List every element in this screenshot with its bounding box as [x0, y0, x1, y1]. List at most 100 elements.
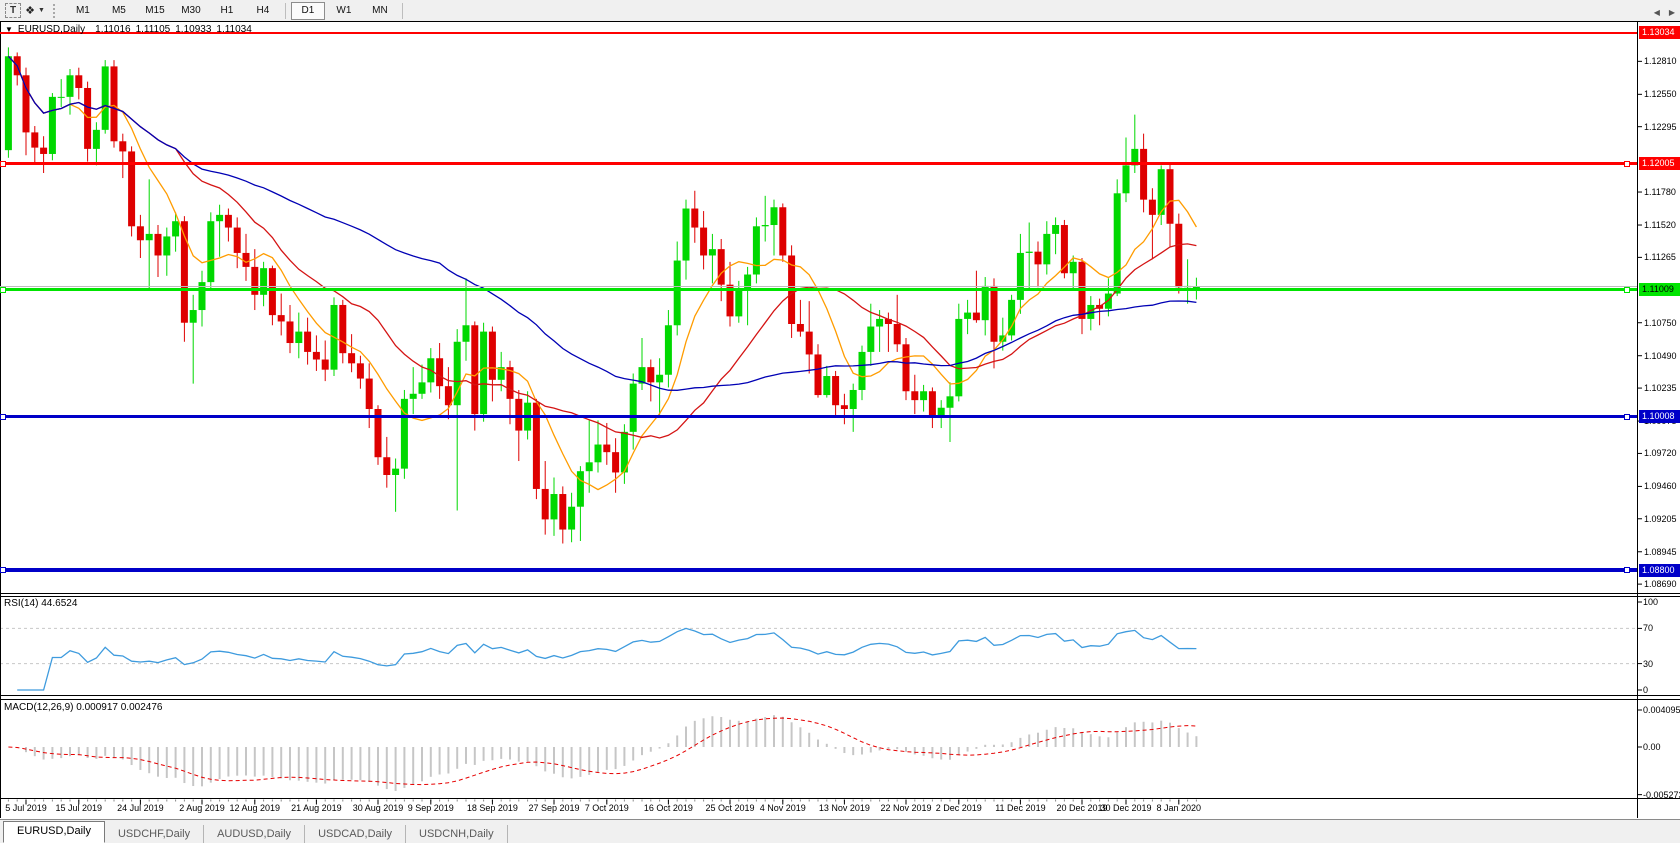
- tab-usdcnh-daily[interactable]: USDCNH,Daily: [406, 825, 508, 843]
- text-label-icon: T: [5, 3, 22, 18]
- horizontal-line-1.08800[interactable]: [0, 568, 1637, 573]
- timeframe-button-m5[interactable]: M5: [111, 5, 126, 16]
- x-axis-label: 25 Oct 2019: [705, 803, 755, 813]
- rsi-axis-label: 30: [1643, 658, 1654, 669]
- hline-price-label: 1.10008: [1639, 410, 1680, 424]
- candle-bull: [4, 56, 12, 151]
- timeframe-button-m15[interactable]: M15: [145, 5, 165, 16]
- candle-bull: [576, 471, 584, 507]
- timeframe-button-h1[interactable]: H1: [220, 5, 234, 16]
- candle-bull: [981, 285, 989, 321]
- x-axis-label: 21 Aug 2019: [291, 803, 342, 813]
- macd-panel-area[interactable]: [0, 700, 1637, 798]
- hline-price-label: 1.11009: [1639, 283, 1680, 297]
- candle-bear: [84, 87, 92, 149]
- line-drag-handle[interactable]: [1624, 413, 1630, 420]
- chart-plot-area[interactable]: [0, 22, 1637, 593]
- candle-bull: [172, 221, 180, 237]
- candle-bear: [488, 331, 496, 380]
- candle-bear: [928, 391, 936, 417]
- arrow-objects-icon: ❖: [25, 5, 35, 17]
- price-tick-label: 1.12550: [1644, 89, 1677, 100]
- candle-bear: [612, 452, 620, 473]
- price-scale-area[interactable]: [1637, 22, 1680, 593]
- x-axis-label: 30 Aug 2019: [352, 803, 404, 813]
- x-axis-label: 4 Nov 2019: [759, 803, 806, 813]
- macd-indicator-label: MACD(12,26,9) 0.000917 0.002476: [4, 702, 163, 713]
- line-drag-handle[interactable]: [1624, 567, 1630, 574]
- candle-bear: [603, 444, 611, 453]
- candle-bull: [867, 326, 875, 352]
- horizontal-line-1.13034[interactable]: [0, 31, 1637, 34]
- candle-bear: [559, 494, 567, 530]
- candle-bear: [990, 285, 998, 342]
- candle-bull: [462, 325, 470, 342]
- candle-bear: [902, 344, 910, 392]
- candle-bull: [57, 96, 65, 98]
- chart-symbol-label: EURUSD,Daily: [17, 24, 86, 35]
- horizontal-line-1.11009[interactable]: [0, 288, 1637, 292]
- timeframe-button-m30[interactable]: M30: [181, 5, 201, 16]
- candle-bear: [691, 208, 699, 228]
- price-tick-label: 1.08690: [1644, 579, 1677, 590]
- price-tick-label: 1.12295: [1644, 121, 1677, 132]
- line-drag-handle[interactable]: [0, 413, 6, 420]
- candle-bull: [418, 382, 426, 394]
- candle-bear: [532, 402, 540, 489]
- line-drag-handle[interactable]: [1624, 286, 1630, 293]
- x-axis-label: 9 Sep 2019: [407, 803, 454, 813]
- timeframe-button-mn[interactable]: MN: [372, 5, 388, 16]
- candle-bull: [858, 351, 866, 390]
- tab-usdcad-daily[interactable]: USDCAD,Daily: [305, 825, 407, 843]
- line-drag-handle[interactable]: [0, 286, 6, 293]
- tab-usdchf-daily[interactable]: USDCHF,Daily: [105, 825, 205, 843]
- horizontal-line-1.10008[interactable]: [0, 415, 1637, 419]
- candle-bear: [1166, 169, 1174, 224]
- candle-bull: [656, 374, 664, 383]
- line-drag-handle[interactable]: [0, 567, 6, 574]
- candle-bull: [453, 341, 461, 406]
- timeframe-button-w1[interactable]: W1: [336, 5, 352, 16]
- candle-bull: [409, 393, 417, 399]
- candle-bull: [946, 396, 954, 408]
- tab-audusd-daily[interactable]: AUDUSD,Daily: [204, 825, 306, 843]
- candle-bear: [224, 214, 232, 228]
- x-axis-label: 2 Dec 2019: [935, 803, 982, 813]
- arrow-objects-tool-button[interactable]: ❖ ▼: [25, 2, 45, 19]
- scroll-tabs-right-button[interactable]: ▶: [1668, 8, 1675, 17]
- candle-bull: [101, 66, 109, 130]
- candle-bull: [1157, 169, 1165, 215]
- ohlc-open: 1.11016: [95, 24, 131, 35]
- horizontal-line-1.12005[interactable]: [0, 162, 1637, 165]
- text-label-tool-button[interactable]: T: [5, 2, 22, 19]
- moving-average-20: [7, 55, 1197, 439]
- candle-bear: [1140, 148, 1148, 200]
- candle-bull: [1113, 193, 1121, 294]
- candle-bull: [937, 407, 945, 417]
- macd-axis-label: -0.005273: [1643, 789, 1680, 800]
- candle-bear: [893, 323, 901, 345]
- candle-bear: [383, 457, 391, 475]
- rsi-panel-area[interactable]: [0, 597, 1637, 695]
- rsi-axis-label: 0: [1643, 685, 1649, 695]
- line-drag-handle[interactable]: [0, 160, 6, 167]
- candle-bear: [321, 359, 329, 370]
- timeframe-button-h4[interactable]: H4: [256, 5, 270, 16]
- rsi-axis-label: 70: [1643, 623, 1654, 634]
- candle-bull: [1008, 299, 1016, 336]
- line-drag-handle[interactable]: [1624, 160, 1630, 167]
- price-tick-label: 1.11265: [1644, 252, 1676, 263]
- timeframe-button-d1[interactable]: D1: [290, 1, 325, 20]
- x-axis-label: 30 Dec 2019: [1100, 803, 1152, 813]
- candle-bear: [506, 367, 514, 399]
- horizontal-line-bid[interactable]: [0, 286, 1637, 288]
- chart-collapse-icon[interactable]: ▼: [5, 25, 13, 34]
- candle-bull: [1025, 251, 1033, 253]
- price-tick-label: 1.10490: [1644, 350, 1677, 361]
- candle-bull: [48, 96, 56, 154]
- scroll-tabs-left-button[interactable]: ◀: [1653, 8, 1660, 17]
- candle-bear: [119, 141, 127, 152]
- tab-eurusd-daily[interactable]: EURUSD,Daily: [3, 821, 105, 843]
- timeframe-button-m1[interactable]: M1: [75, 5, 90, 16]
